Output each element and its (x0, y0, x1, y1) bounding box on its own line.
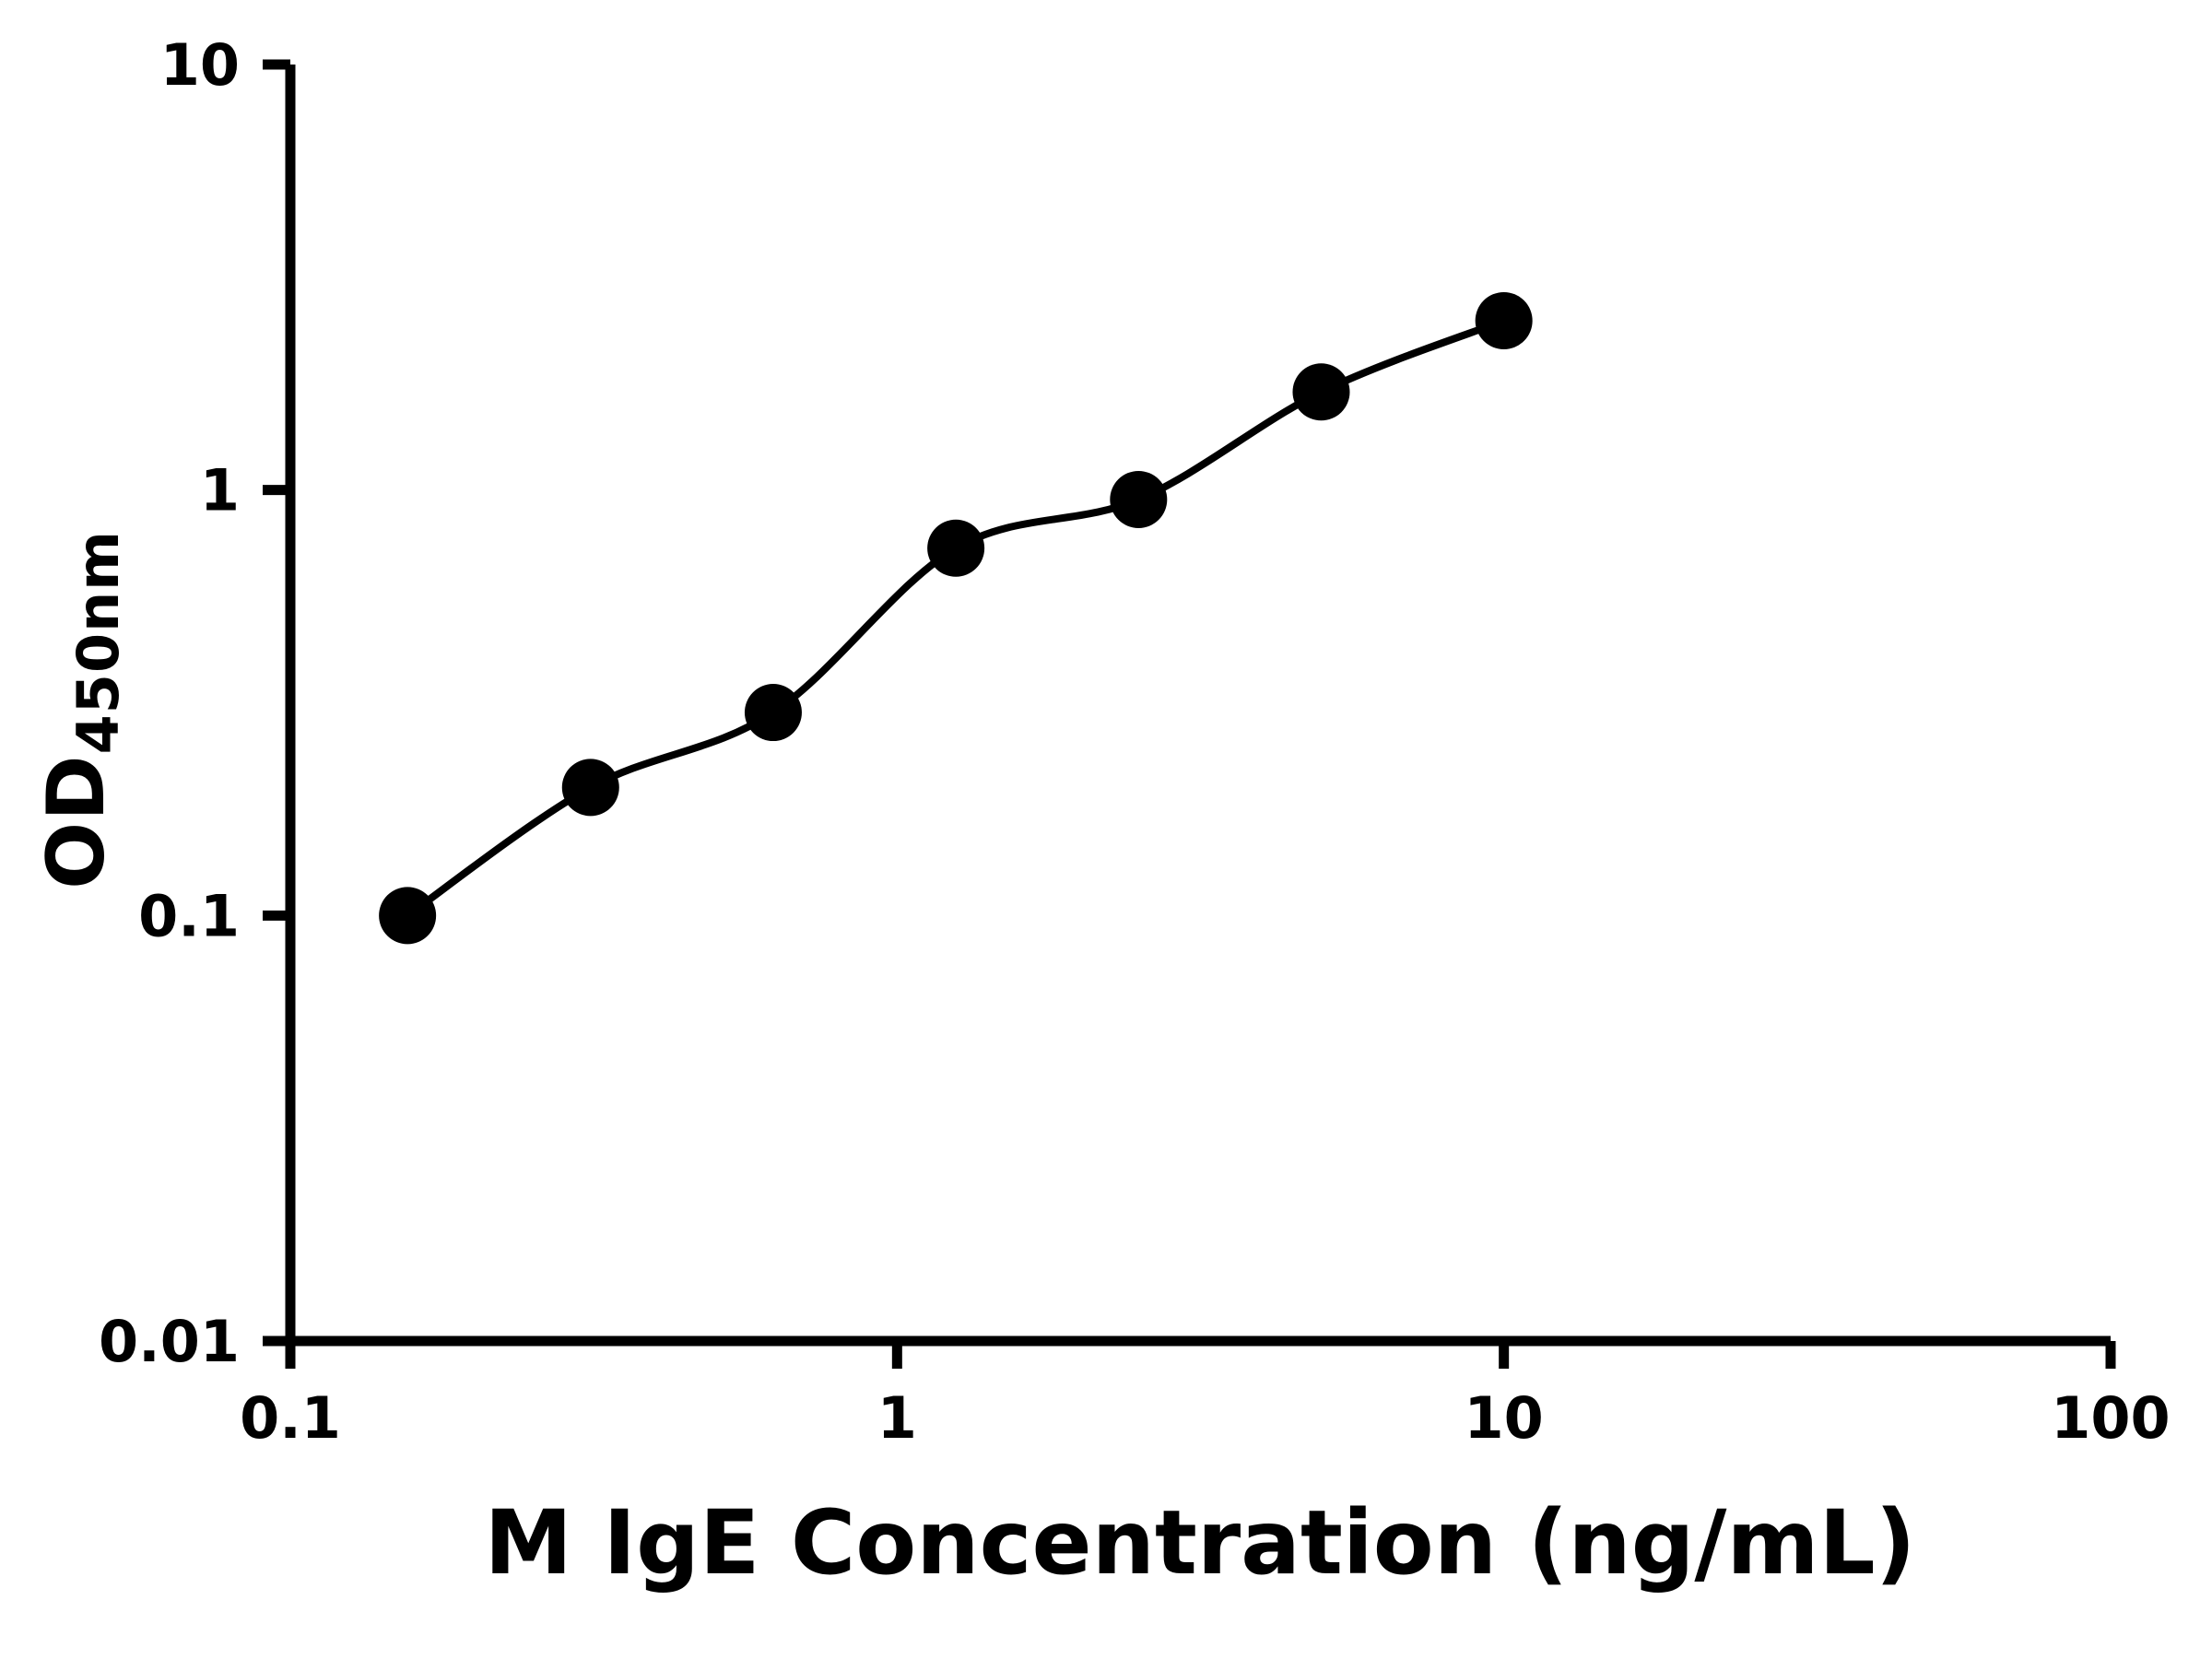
data-point (379, 887, 437, 945)
data-point (1110, 470, 1168, 528)
data-point (927, 519, 985, 577)
y-tick-label: 1 (200, 457, 240, 524)
y-axis-label: OD450nm (30, 530, 132, 889)
data-point (1292, 363, 1350, 421)
x-tick-label: 10 (1465, 1384, 1544, 1452)
y-tick-label: 10 (160, 31, 240, 99)
data-point (561, 759, 619, 817)
y-axis-label-main: OD (30, 754, 123, 889)
data-point (1475, 291, 1533, 349)
y-tick-label: 0.1 (138, 882, 240, 949)
x-tick-label: 0.1 (240, 1384, 341, 1452)
x-tick-label: 100 (2051, 1384, 2170, 1452)
x-tick-label: 1 (877, 1384, 917, 1452)
x-axis-label: M IgE Concentration (ng/mL) (484, 1491, 1916, 1594)
data-point (744, 684, 802, 742)
y-tick-label: 0.01 (99, 1308, 240, 1375)
y-axis-label-subscript: 450nm (65, 530, 132, 755)
